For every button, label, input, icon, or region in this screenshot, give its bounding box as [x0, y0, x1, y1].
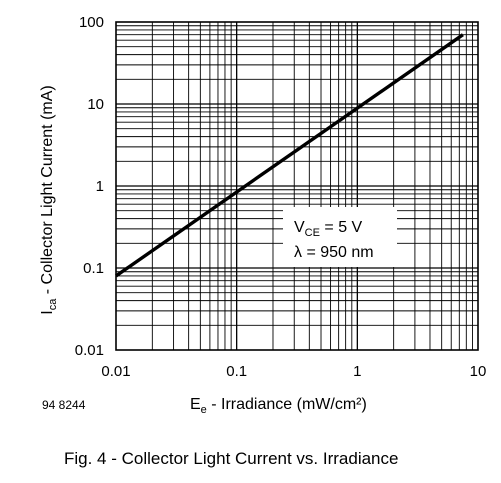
- annotation-vce: VCE = 5 V: [294, 219, 363, 239]
- x-tick-label: 10: [470, 363, 487, 380]
- figure-caption: Fig. 4 - Collector Light Current vs. Irr…: [64, 449, 398, 468]
- figure-code: 94 8244: [42, 398, 86, 412]
- major-grid: [116, 22, 478, 350]
- y-axis-label: Ica - Collector Light Current (mA): [39, 85, 59, 314]
- annotation-wavelength: λ = 950 nm: [294, 244, 374, 261]
- series-line-0: [115, 33, 464, 278]
- annotation-box: [283, 207, 397, 267]
- y-tick-label: 1: [96, 178, 104, 195]
- x-tick-label: 0.01: [101, 363, 130, 380]
- plot-frame: [115, 21, 479, 351]
- x-tick-label: 0.1: [226, 363, 247, 380]
- y-tick-label: 100: [79, 14, 104, 31]
- y-tick-label: 10: [87, 96, 104, 113]
- x-tick-label: 1: [353, 363, 361, 380]
- series-layer: [115, 33, 464, 278]
- x-tick-labels: 0.01 0.1 1 10: [101, 363, 486, 380]
- y-tick-label: 0.01: [75, 342, 104, 359]
- y-tick-label: 0.1: [83, 260, 104, 277]
- x-axis-label: Ee - Irradiance (mW/cm²): [190, 396, 367, 416]
- y-tick-labels: 0.01 0.1 1 10 100: [75, 14, 104, 359]
